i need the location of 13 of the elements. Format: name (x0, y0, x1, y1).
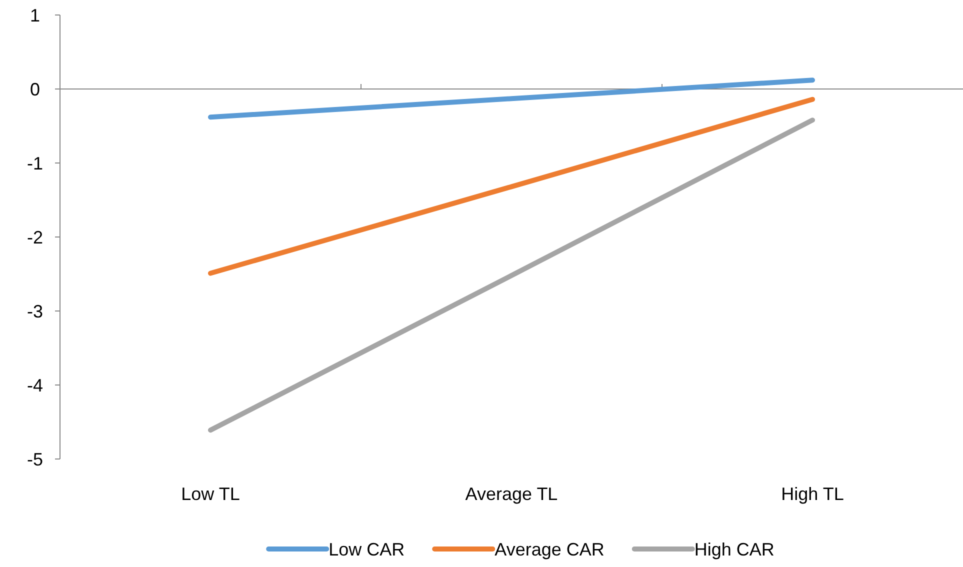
y-tick-label: 0 (30, 79, 40, 100)
y-tick-label: -4 (26, 375, 44, 396)
legend-label: Low CAR (328, 539, 405, 560)
y-tick-label: -1 (26, 153, 44, 174)
x-tick-label: Average TL (465, 484, 558, 504)
y-tick-label: 1 (30, 5, 40, 26)
y-tick-label: -2 (26, 227, 44, 248)
y-tick-label: -3 (26, 301, 44, 322)
y-tick-label: -5 (26, 449, 44, 470)
x-tick-label: Low TL (181, 484, 240, 504)
x-tick-label: High TL (781, 484, 844, 504)
legend-label: High CAR (694, 539, 774, 560)
legend-label: Average CAR (494, 539, 604, 560)
